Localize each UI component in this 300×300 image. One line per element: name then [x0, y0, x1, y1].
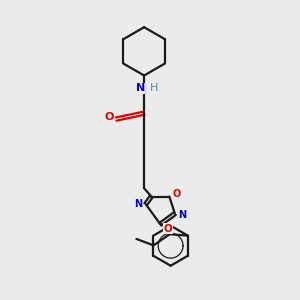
- Text: O: O: [164, 224, 172, 234]
- Text: N: N: [134, 199, 142, 209]
- Text: H: H: [150, 83, 159, 93]
- Text: O: O: [172, 189, 181, 199]
- Text: N: N: [136, 83, 145, 93]
- Text: O: O: [104, 112, 113, 122]
- Text: N: N: [178, 210, 186, 220]
